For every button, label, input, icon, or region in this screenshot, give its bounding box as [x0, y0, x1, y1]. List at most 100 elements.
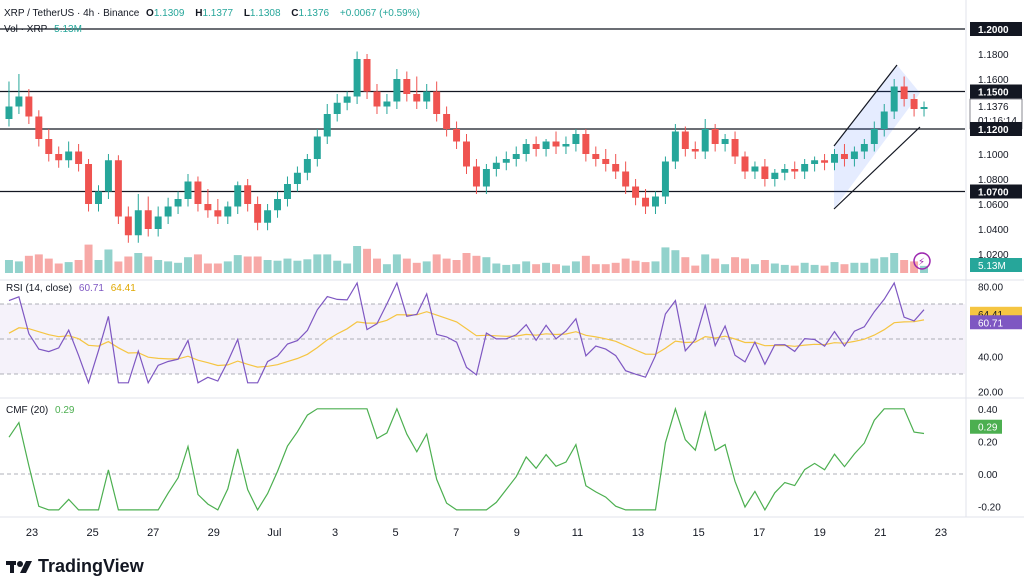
candle-body [383, 101, 391, 107]
volume-bar [34, 254, 43, 273]
volume-bar [114, 261, 123, 273]
volume-bar [651, 261, 660, 273]
volume-bar [392, 254, 401, 273]
candle-body [194, 181, 202, 204]
rsi-value: 60.71 [78, 283, 104, 294]
volume-bar [44, 258, 53, 273]
volume-bar [4, 260, 13, 273]
tradingview-logo[interactable]: TradingView [6, 556, 144, 577]
candle-body [791, 169, 799, 172]
volume-bar [144, 256, 153, 273]
volume-bar [701, 254, 710, 273]
candle-body [5, 106, 13, 119]
volume-bar [353, 246, 362, 273]
candle-body [453, 129, 461, 142]
candle-body [55, 154, 63, 161]
candle-body [721, 139, 729, 144]
volume-bar [721, 264, 730, 273]
volume-bar [422, 261, 431, 273]
volume-bar [382, 264, 391, 273]
candle-body [224, 206, 232, 217]
candle-body [104, 160, 112, 192]
channel-lower-line [833, 126, 921, 210]
volume-bar [303, 259, 312, 273]
candle-body [761, 166, 769, 179]
candle-body [671, 131, 679, 162]
volume-legend: Vol · XRP 5.13M [4, 24, 86, 35]
candle-body [602, 159, 610, 164]
candle-body [860, 144, 868, 152]
volume-label[interactable]: Vol · XRP [4, 24, 48, 35]
volume-bar [810, 264, 819, 273]
level-badge [970, 84, 1022, 99]
channel-upper-line [833, 64, 898, 147]
volume-bar [402, 258, 411, 273]
open-label: O [146, 8, 154, 19]
candle-body [472, 166, 480, 187]
cmf-tick: 0.00 [978, 470, 998, 481]
level-badge [970, 184, 1022, 199]
volume-bar [333, 260, 342, 273]
candle-body [174, 199, 182, 207]
candle-body [741, 156, 749, 172]
candle-body [293, 172, 301, 184]
volume-bar [174, 262, 183, 273]
bar-countdown: 01:16:14 [978, 116, 1017, 127]
candle-body [811, 160, 819, 164]
rsi-label[interactable]: RSI (14, close) [6, 283, 73, 294]
candle-body [45, 139, 53, 154]
rsi-tick: 80.00 [978, 283, 1003, 294]
volume-bar [412, 262, 421, 273]
volume-bar [611, 262, 620, 273]
price-tick: 1.0200 [978, 250, 1009, 261]
time-tick: 17 [753, 527, 765, 539]
cmf-tick: 0.20 [978, 437, 998, 448]
cmf-line [8, 406, 925, 512]
candle-body [95, 191, 102, 204]
candle-body [532, 144, 540, 149]
candle-body [651, 196, 659, 207]
candle-body [343, 96, 351, 103]
time-tick: 9 [514, 527, 520, 539]
time-tick: 23 [935, 527, 947, 539]
volume-bar [731, 257, 740, 273]
volume-bar [800, 262, 809, 273]
close-value: 1.1376 [298, 8, 330, 19]
candle-body [900, 86, 908, 99]
volume-bar [512, 264, 521, 273]
volume-bar [283, 258, 292, 273]
price-tick: 1.0600 [978, 200, 1009, 211]
volume-bar [363, 248, 372, 273]
candle-body [184, 181, 192, 199]
candle-body [542, 141, 550, 149]
volume-bar [373, 258, 381, 273]
candle-body [144, 210, 152, 229]
cmf-value: 0.29 [55, 405, 75, 416]
candle-body [423, 91, 431, 102]
volume-bar [273, 260, 282, 273]
volume-bar [571, 261, 580, 273]
cmf-badge-label: 0.29 [978, 423, 998, 434]
time-tick: Jul [267, 527, 281, 539]
volume-bar [591, 264, 600, 273]
change-value: +0.0067 (+0.59%) [339, 8, 420, 19]
candle-body [274, 199, 282, 211]
volume-bar [661, 247, 670, 273]
volume-bar [860, 262, 869, 273]
cmf-tick: -0.20 [978, 503, 1001, 514]
candle-body [283, 184, 291, 199]
candle-body [582, 134, 590, 154]
candle-body [433, 91, 441, 114]
cmf-label[interactable]: CMF (20) [6, 405, 49, 416]
candle-body [114, 160, 122, 217]
candle-body [562, 144, 570, 147]
symbol-label[interactable]: XRP / TetherUS · 4h · Binance [4, 8, 140, 19]
candle-body [751, 166, 759, 172]
last-price-label: 1.1376 [978, 102, 1009, 113]
candle-body [75, 151, 83, 164]
price-legend: XRP / TetherUS · 4h · Binance O1.1309 H1… [4, 8, 424, 19]
volume-bar [870, 258, 879, 273]
candle-body [85, 164, 93, 204]
candle-body [910, 99, 918, 109]
